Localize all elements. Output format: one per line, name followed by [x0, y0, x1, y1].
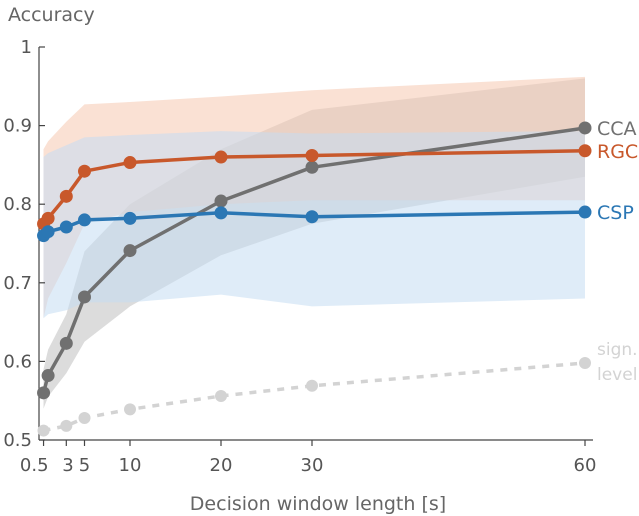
series-label-cca: CCA	[597, 118, 637, 140]
significance-point	[579, 356, 591, 369]
y-tick-label: 0.9	[3, 116, 32, 137]
significance-point	[78, 411, 91, 424]
x-tick-label: 60	[574, 455, 597, 476]
significance-label: level	[597, 365, 637, 385]
significance-point	[37, 424, 50, 437]
point-csp	[123, 211, 137, 225]
x-ticks: 0.5 3 5 10 20 30 60	[20, 440, 597, 476]
y-tick-label: 0.7	[3, 273, 32, 294]
significance-point	[60, 419, 73, 432]
point-cca	[305, 160, 319, 174]
significance-line	[43, 361, 586, 433]
point-csp	[78, 213, 91, 227]
axes	[38, 47, 593, 441]
point-csp	[305, 210, 319, 224]
y-tick-label: 1	[21, 37, 32, 58]
y-tick-label: 0.8	[3, 194, 32, 215]
point-rgc	[59, 189, 73, 203]
significance-label: sign.	[597, 340, 638, 360]
y-ticks: 0.5 0.6 0.7 0.8 0.9 1	[3, 37, 45, 451]
point-csp	[41, 225, 55, 239]
x-tick-label: 0.5	[20, 455, 49, 476]
x-tick-label: 30	[301, 455, 324, 476]
series-label-csp: CSP	[597, 202, 634, 224]
x-tick-label: 10	[119, 455, 142, 476]
point-cca	[37, 386, 51, 400]
point-cca	[78, 290, 91, 304]
point-rgc	[305, 148, 319, 162]
series-label-rgc: RGC	[597, 141, 638, 163]
point-rgc	[78, 164, 91, 178]
x-tick-label: 3	[62, 455, 73, 476]
significance-level-series	[37, 356, 591, 437]
confidence-bands	[43, 76, 585, 409]
significance-point	[306, 379, 318, 392]
series-lines	[37, 121, 592, 400]
x-axis-label: Decision window length [s]	[190, 493, 446, 515]
y-tick-label: 0.5	[3, 430, 32, 451]
point-cca	[41, 369, 55, 383]
point-csp	[59, 220, 73, 234]
point-csp	[578, 205, 592, 219]
band-csp	[43, 131, 585, 319]
y-tick-label: 0.6	[3, 351, 32, 372]
significance-point	[215, 389, 227, 402]
y-axis-label: Accuracy	[8, 4, 95, 26]
point-rgc	[578, 144, 592, 158]
point-cca	[59, 336, 73, 350]
point-cca	[578, 121, 592, 135]
point-rgc	[123, 156, 137, 170]
point-rgc	[41, 211, 55, 225]
significance-point	[124, 403, 136, 416]
x-tick-label: 20	[210, 455, 233, 476]
point-rgc	[214, 150, 228, 164]
point-csp	[214, 206, 228, 220]
point-cca	[214, 194, 228, 208]
x-tick-label: 5	[79, 455, 90, 476]
point-cca	[123, 244, 137, 258]
